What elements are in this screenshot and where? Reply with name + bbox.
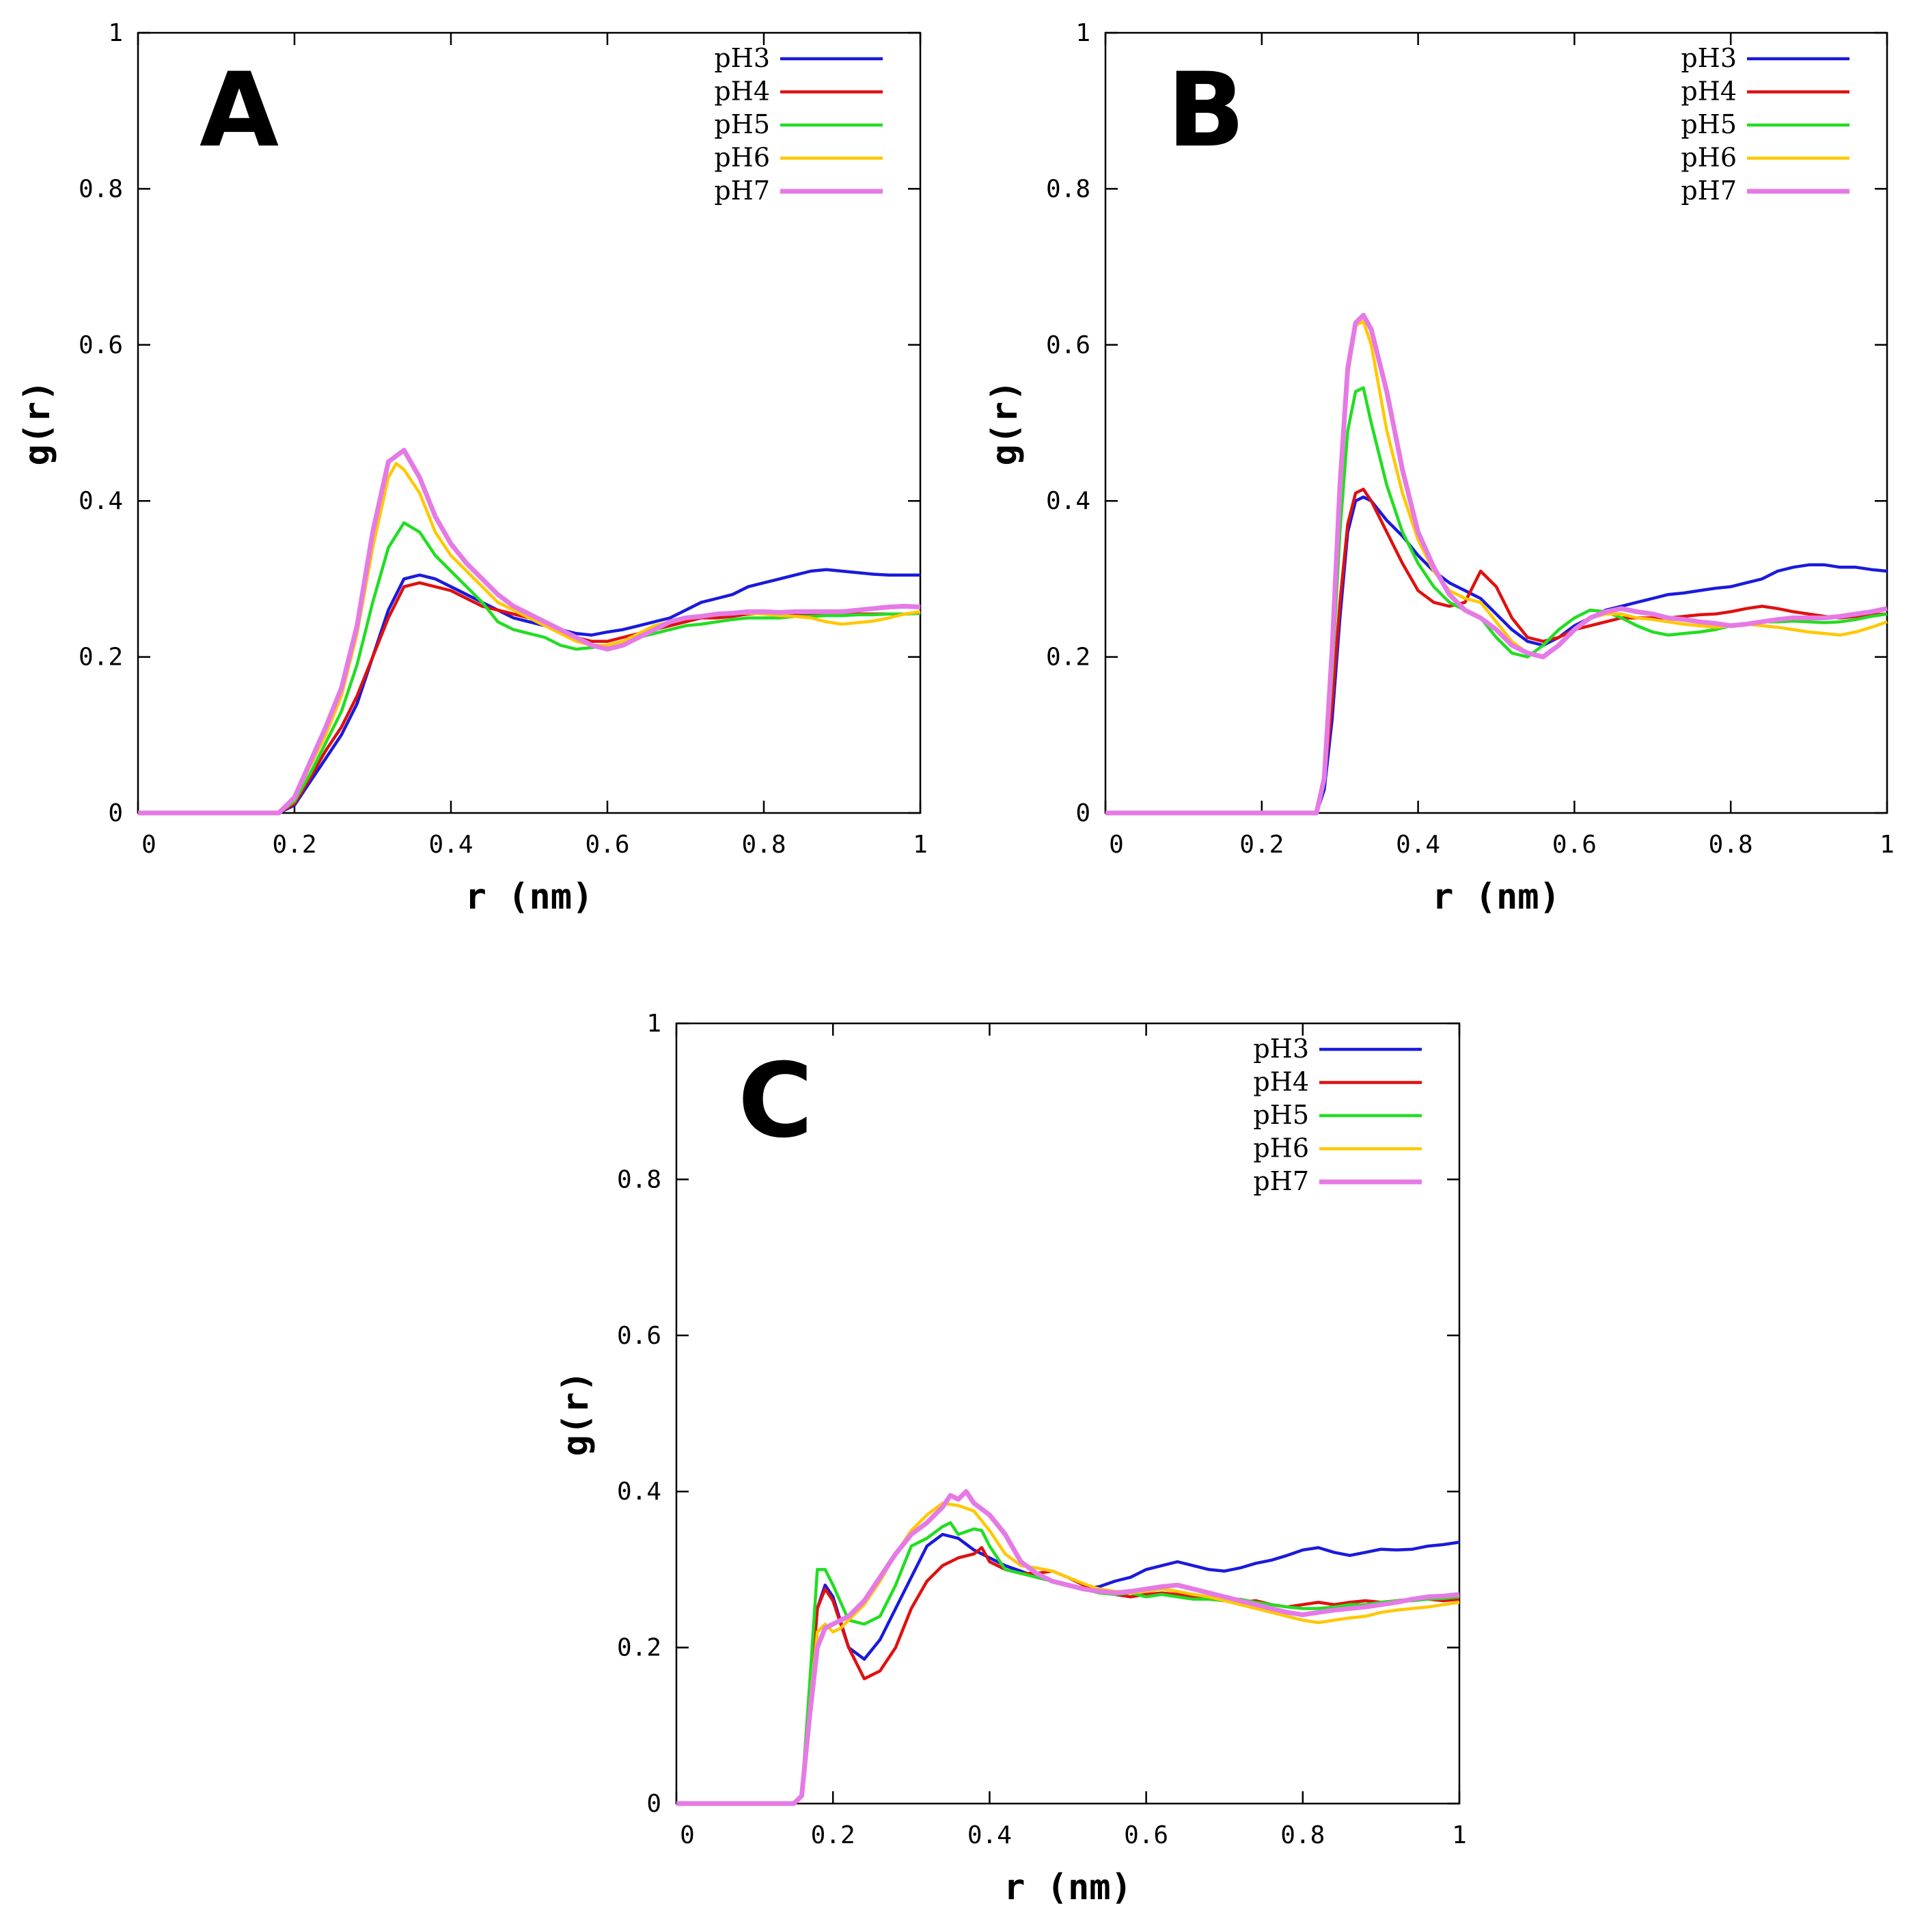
panel-b: 0 0.2 0.4 0.6 0.8 1 0 0.2 0.4 0.6 0.8 1 r (nm) g(r) B p…	[985, 19, 1895, 917]
series-line-ph4	[1105, 487, 1888, 815]
legend-label-ph3: pH3	[1681, 43, 1737, 73]
panel-a: 0 0.2 0.4 0.6 0.8 1 0 0.2 0.4 0.6 0.8 1 r (nm) g(r) A p…	[17, 19, 928, 917]
x-tick-label: 0.8	[1709, 831, 1753, 859]
x-axis-title: r (nm)	[1432, 877, 1560, 917]
series-line-ph6	[1105, 320, 1888, 815]
y-tick-label: 0.6	[617, 1322, 661, 1350]
x-tick-label: 0	[141, 831, 156, 859]
legend-label-ph6: pH6	[1681, 143, 1737, 173]
y-tick-label: 0.2	[617, 1634, 661, 1662]
x-tick-label: 0.4	[967, 1821, 1012, 1849]
x-tick-label: 0.2	[1239, 831, 1284, 859]
x-tick-label: 0.2	[272, 831, 316, 859]
panel-c: 0 0.2 0.4 0.6 0.8 1 0 0.2 0.4 0.6 0.8 1 r (nm) g(r) C p…	[555, 1010, 1467, 1908]
legend-label-ph3: pH3	[1253, 1034, 1309, 1064]
y-tick-label: 0.8	[1046, 175, 1090, 203]
series-line-ph5	[1105, 386, 1888, 815]
legend-label-ph3: pH3	[714, 43, 770, 73]
x-tick-label: 0.2	[811, 1821, 855, 1849]
x-tick-label: 0.8	[741, 831, 786, 859]
y-tick-label: 0	[646, 1790, 661, 1818]
legend-label-ph5: pH5	[1253, 1100, 1309, 1130]
legend-label-ph5: pH5	[1681, 109, 1737, 139]
legend-label-ph5: pH5	[714, 109, 770, 139]
x-tick-label: 0.6	[585, 831, 629, 859]
x-tick-label: 0	[1109, 831, 1124, 859]
x-tick-label: 1	[1880, 831, 1895, 859]
y-tick-label: 1	[1075, 19, 1090, 47]
legend-label-ph6: pH6	[714, 143, 770, 173]
x-tick-label: 0.6	[1552, 831, 1597, 859]
legend-label-ph6: pH6	[1253, 1133, 1309, 1163]
series-line-ph7	[1105, 312, 1888, 816]
y-axis-title: g(r)	[555, 1370, 596, 1456]
x-tick-label: 0.8	[1280, 1821, 1325, 1849]
panel-letter: A	[200, 51, 279, 170]
y-tick-label: 0.4	[79, 487, 123, 515]
legend-label-ph7: pH7	[1253, 1166, 1309, 1196]
series-line-ph5	[676, 1521, 1460, 1806]
y-tick-label: 1	[646, 1010, 661, 1038]
x-tick-label: 1	[1452, 1821, 1467, 1849]
y-tick-label: 0.2	[1046, 644, 1090, 672]
series-line-ph5	[138, 521, 921, 815]
y-tick-label: 0.8	[79, 175, 123, 203]
series-line-ph6	[138, 462, 921, 815]
y-tick-label: 0	[1075, 799, 1090, 827]
y-tick-label: 0.4	[617, 1478, 661, 1506]
y-tick-label: 0	[108, 799, 123, 827]
panel-letter: C	[738, 1042, 813, 1161]
series-line-ph6	[676, 1502, 1460, 1806]
y-tick-label: 1	[108, 19, 123, 47]
x-axis-title: r (nm)	[1004, 1867, 1132, 1908]
panel-letter: B	[1167, 51, 1245, 170]
legend-label-ph4: pH4	[1681, 77, 1737, 107]
legend-label-ph7: pH7	[1681, 176, 1737, 206]
x-tick-label: 0.6	[1124, 1821, 1168, 1849]
x-tick-label: 0	[680, 1821, 695, 1849]
x-axis-title: r (nm)	[465, 877, 594, 917]
legend-label-ph7: pH7	[714, 176, 770, 206]
y-tick-label: 0.8	[617, 1165, 661, 1193]
y-tick-label: 0.4	[1046, 487, 1090, 515]
legend-label-ph4: pH4	[714, 77, 770, 107]
series-line-ph3	[1105, 495, 1888, 815]
series-line-ph3	[676, 1532, 1460, 1806]
series-line-ph7	[138, 447, 921, 816]
plot-frame	[137, 31, 922, 814]
x-tick-label: 0.4	[1396, 831, 1440, 859]
y-axis-title: g(r)	[17, 380, 58, 465]
plot-frame	[1104, 31, 1888, 814]
legend-label-ph4: pH4	[1253, 1067, 1309, 1097]
series-line-ph7	[676, 1489, 1460, 1806]
plot-frame	[675, 1022, 1461, 1805]
x-tick-label: 0.4	[428, 831, 473, 859]
y-axis-title: g(r)	[985, 380, 1026, 465]
y-tick-label: 0.6	[79, 331, 123, 359]
series-line-ph3	[138, 568, 920, 815]
y-tick-label: 0.2	[79, 644, 123, 672]
x-tick-label: 1	[913, 831, 928, 859]
y-tick-label: 0.6	[1046, 331, 1090, 359]
